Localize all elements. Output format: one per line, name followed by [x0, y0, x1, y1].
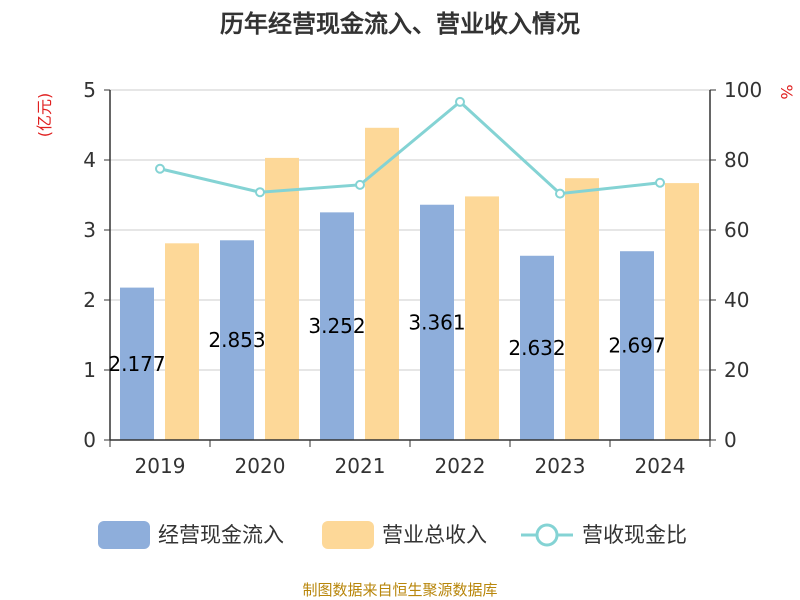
x-tick-label: 2019: [135, 454, 186, 478]
left-tick-label: 0: [83, 428, 96, 452]
ratio-point: [455, 96, 465, 107]
left-tick-label: 4: [83, 148, 96, 172]
right-tick-label: 40: [724, 288, 749, 312]
legend-label-total-revenue: 营业总收入: [382, 523, 487, 547]
data-label: 2.697: [608, 334, 665, 358]
ratio-series-line: [159, 99, 661, 196]
left-axis-unit: (亿元): [35, 93, 54, 138]
legend-swatch-cash-inflow: [98, 521, 150, 549]
chart-title: 历年经营现金流入、营业收入情况: [220, 10, 580, 38]
bars: [120, 127, 699, 441]
right-tick-label: 0: [724, 428, 737, 452]
x-tick-label: 2021: [335, 454, 386, 478]
tick-labels: 0 1 2 3 4 5 0 20 40 60 80 100 2019 2020 2021 2022 2023 20…: [83, 78, 762, 478]
ratio-point: [655, 177, 665, 188]
data-label: 3.252: [308, 314, 365, 338]
bar-cash-inflow: [420, 204, 454, 440]
x-tick-label: 2024: [635, 454, 686, 478]
bar-total-revenue: [465, 196, 499, 440]
x-tick-label: 2022: [435, 454, 486, 478]
source-note: 制图数据来自恒生聚源数据库: [302, 581, 497, 599]
right-tick-label: 20: [724, 358, 749, 382]
bar-cash-inflow: [320, 212, 354, 440]
legend-item-cash-ratio[interactable]: 营收现金比: [521, 523, 687, 547]
right-axis-unit: %: [777, 84, 796, 99]
legend-label-cash-ratio: 营收现金比: [582, 523, 687, 547]
bar-total-revenue: [565, 178, 599, 440]
x-tick-label: 2023: [535, 454, 586, 478]
axes: [104, 89, 716, 447]
legend-item-cash-inflow[interactable]: 经营现金流入: [98, 521, 284, 549]
bar-cash-inflow: [520, 255, 554, 440]
legend-swatch-total-revenue: [322, 521, 374, 549]
left-tick-label: 3: [83, 218, 96, 242]
bar-cash-inflow: [620, 251, 654, 440]
bar-total-revenue: [665, 183, 699, 440]
x-tick-label: 2020: [235, 454, 286, 478]
data-label: 2.177: [108, 352, 165, 376]
bar-cash-inflow: [120, 287, 154, 440]
left-tick-label: 2: [83, 288, 96, 312]
bar-total-revenue: [165, 243, 199, 440]
ratio-point: [355, 179, 365, 190]
data-label: 2.853: [208, 328, 265, 352]
left-tick-label: 5: [83, 78, 96, 102]
left-tick-label: 1: [83, 358, 96, 382]
bar-total-revenue: [265, 157, 299, 440]
ratio-point: [255, 187, 265, 198]
legend-marker-cash-ratio: [535, 523, 559, 547]
right-tick-label: 80: [724, 148, 749, 172]
right-tick-label: 100: [724, 78, 762, 102]
ratio-point: [555, 188, 565, 199]
data-label: 3.361: [408, 310, 465, 334]
data-labels: 2.177 2.853 3.252 3.361 2.632 2.697: [108, 310, 665, 375]
ratio-line: [155, 96, 665, 199]
bar-total-revenue: [365, 127, 399, 441]
data-label: 2.632: [508, 336, 565, 360]
legend: 经营现金流入 营业总收入 营收现金比: [98, 521, 687, 549]
grid-lines: [110, 89, 710, 371]
bar-cash-inflow: [220, 240, 254, 440]
legend-label-cash-inflow: 经营现金流入: [158, 523, 284, 547]
right-tick-label: 60: [724, 218, 749, 242]
ratio-point: [155, 163, 165, 174]
legend-item-total-revenue[interactable]: 营业总收入: [322, 521, 487, 549]
